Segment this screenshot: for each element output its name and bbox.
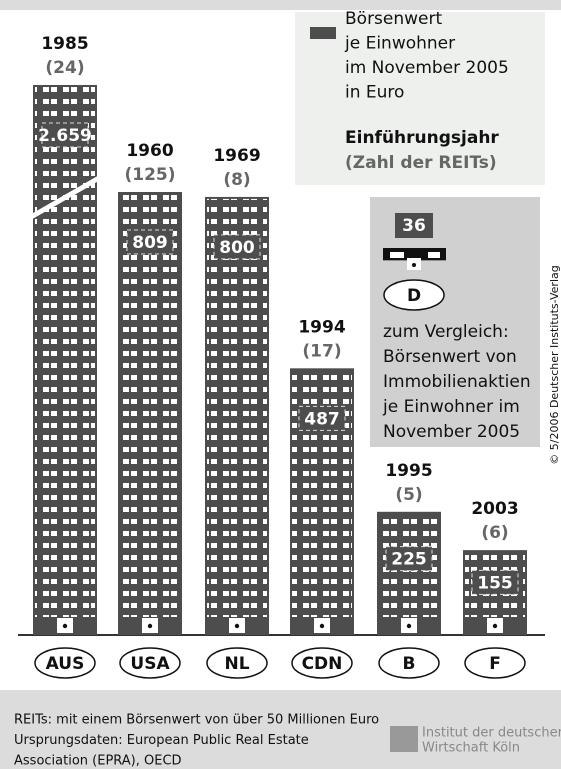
x-tick-label: USA <box>130 654 170 674</box>
logo-mark <box>390 726 418 752</box>
legend-year-label: Einführungsjahr <box>345 128 499 148</box>
bar-windows <box>35 87 95 617</box>
value-label: 809 <box>132 233 168 253</box>
reit-count-label: (5) <box>395 485 422 505</box>
legend-swatch <box>310 27 336 39</box>
year-label: 2003 <box>471 499 518 519</box>
logo-text: Wirtschaft Köln <box>422 741 520 756</box>
reit-count-label: (24) <box>45 58 84 78</box>
legend-count-label: (Zahl der REITs) <box>345 153 497 173</box>
value-label: 225 <box>391 550 427 570</box>
icon-door-dot <box>412 263 416 267</box>
x-tick-label: CDN <box>302 654 343 674</box>
legend-text: Börsenwert <box>345 9 442 29</box>
top-strip <box>0 0 561 10</box>
value-label: 487 <box>304 409 340 429</box>
footer-note: REITs: mit einem Börsenwert von über 50 … <box>14 713 379 728</box>
value-label: 800 <box>219 238 255 258</box>
bar-door-dot <box>407 624 411 628</box>
year-label: 1985 <box>41 34 88 54</box>
reit-count-label: (17) <box>302 341 341 361</box>
reit-count-label: (6) <box>481 523 508 543</box>
bar-door-dot <box>235 624 239 628</box>
legend-text: je Einwohner <box>344 34 455 54</box>
bar-door-dot <box>493 624 497 628</box>
value-label: 2.659 <box>38 126 92 146</box>
icon-window <box>390 252 404 258</box>
bar-windows <box>120 194 180 617</box>
bar-door-dot <box>63 624 67 628</box>
footer-note: Association (EPRA), OECD <box>14 754 182 769</box>
x-tick-label: F <box>489 654 501 674</box>
copyright: © 5/2006 Deutscher Instituts-Verlag <box>548 265 561 464</box>
legend-text: im November 2005 <box>345 58 509 78</box>
reit-count-label: (125) <box>124 165 175 185</box>
bar-windows <box>207 199 267 617</box>
reit-count-label: (8) <box>223 170 250 190</box>
year-label: 1995 <box>385 461 432 481</box>
bar-door-dot <box>148 624 152 628</box>
bar-door-dot <box>320 624 324 628</box>
legend-text: in Euro <box>345 83 404 103</box>
comparison-value: 36 <box>402 216 426 236</box>
value-label: 155 <box>477 573 513 593</box>
comparison-text: je Einwohner im <box>382 397 520 417</box>
x-tick-label: NL <box>224 654 249 674</box>
comparison-text: zum Vergleich: <box>383 322 509 342</box>
x-tick-label: B <box>403 654 416 674</box>
comparison-text: Immobilienaktien <box>383 372 531 392</box>
comparison-category: D <box>407 286 421 306</box>
icon-window <box>428 252 440 258</box>
comparison-text: November 2005 <box>383 422 520 442</box>
year-label: 1960 <box>126 141 173 161</box>
year-label: 1969 <box>213 146 260 166</box>
year-label: 1994 <box>298 317 345 337</box>
footer-note: Ursprungsdaten: European Public Real Est… <box>14 733 309 748</box>
logo-text: Institut der deutschen <box>422 726 561 741</box>
comparison-text: Börsenwert von <box>383 347 517 367</box>
chart: Einführungsjahr (Zahl der REITs) 36 D © … <box>0 0 561 769</box>
x-tick-label: AUS <box>46 654 85 674</box>
